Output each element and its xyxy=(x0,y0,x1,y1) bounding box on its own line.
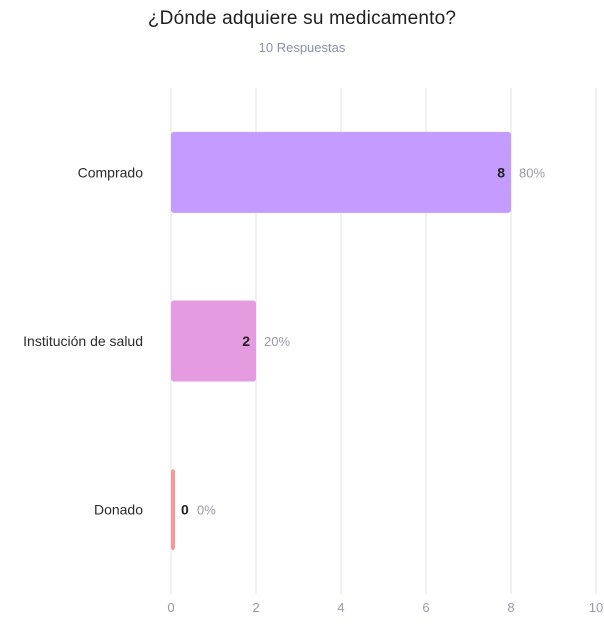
category-label: Institución de salud xyxy=(23,333,143,349)
bar-percent-label: 20% xyxy=(264,334,290,349)
bar-percent-label: 80% xyxy=(519,165,545,180)
x-tick-labels: 0 2 4 6 8 10 xyxy=(167,600,603,615)
x-tick-label: 10 xyxy=(589,600,603,615)
x-tick-label: 2 xyxy=(252,600,259,615)
bar-value-label: 2 xyxy=(242,333,250,349)
x-tick-label: 6 xyxy=(422,600,429,615)
x-tick-label: 4 xyxy=(337,600,344,615)
category-labels: Comprado Institución de salud Donado xyxy=(23,164,143,517)
x-tick-label: 8 xyxy=(507,600,514,615)
bar xyxy=(171,131,511,213)
bar xyxy=(171,300,256,382)
bar-value-label: 8 xyxy=(497,164,505,180)
x-tick-label: 0 xyxy=(167,600,174,615)
chart-title: ¿Dónde adquiere su medicamento? xyxy=(147,8,457,29)
value-labels: 8 80% 2 20% 0 0% xyxy=(181,164,545,517)
bar-value-label: 0 xyxy=(181,502,189,518)
bar-percent-label: 0% xyxy=(197,503,216,518)
chart-subtitle: 10 Respuestas xyxy=(258,40,346,55)
bars xyxy=(171,131,511,551)
category-label: Comprado xyxy=(78,164,144,180)
bar xyxy=(171,469,175,551)
category-label: Donado xyxy=(94,502,143,518)
